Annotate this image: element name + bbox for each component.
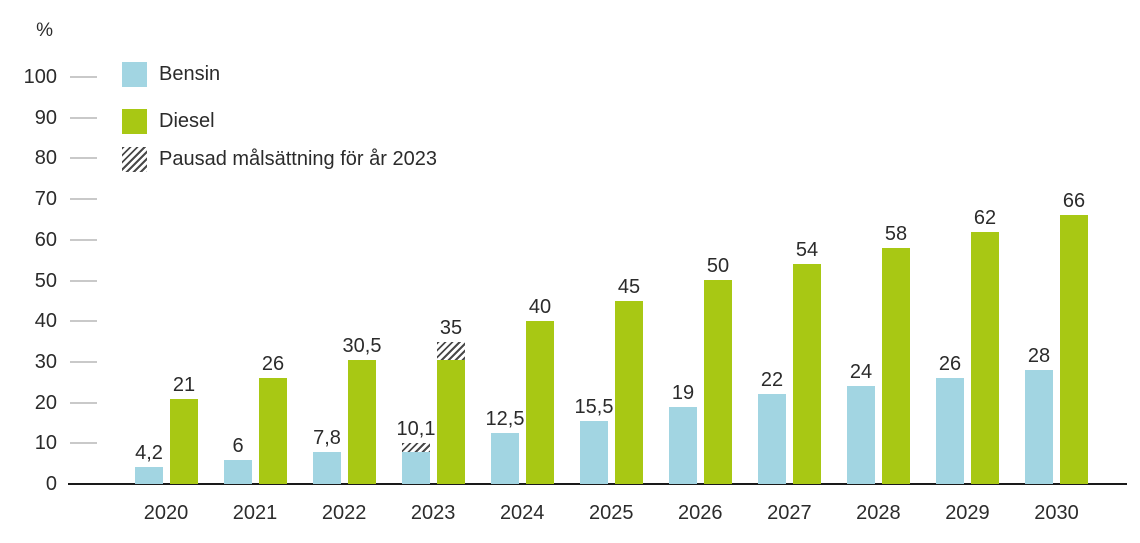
y-tick-label-20: 20 [34,391,57,414]
year-label-2023: 2023 [410,502,456,524]
year-label-2028: 2028 [856,502,901,524]
bensin-value-label-2022: 7,8 [313,427,341,449]
y-tick-dash-60 [70,238,97,241]
diesel-value-label-2024: 40 [528,296,552,318]
y-tick-dash-100 [70,76,97,78]
bensin-value-label-2027: 22 [760,369,784,391]
diesel-value-label-2028: 58 [884,223,908,245]
diesel-bar-2030 [1060,215,1088,484]
y-tick-dash-40 [70,320,97,323]
bensin-bar-2026 [669,407,697,484]
diesel-value-label-2027: 54 [795,239,819,261]
legend-label-bensin: Bensin [159,63,221,85]
year-label-2026: 2026 [678,502,723,524]
y-tick-label-80: 80 [34,147,57,170]
y-tick-label-90: 90 [34,106,57,129]
legend-label-paused-target: Pausad målsättning för år 2023 [159,148,437,170]
diesel-bar-2024 [526,321,554,484]
diesel-value-label-2026: 50 [706,255,730,277]
y-tick-dash-20 [70,401,97,404]
bensin-bar-2021 [224,460,252,484]
x-axis-line [68,483,1127,485]
diesel-value-label-2029: 62 [973,207,997,229]
diesel-bar-2023 [437,360,465,484]
diesel-value-label-2030: 66 [1062,190,1086,212]
bensin-value-label-2028: 24 [849,361,873,383]
diesel-value-label-2020: 21 [172,374,196,396]
year-label-2024: 2024 [499,502,545,524]
bensin-value-label-2029: 26 [938,353,962,375]
hatch-swatch-icon [122,147,147,172]
y-tick-dash-70 [70,198,97,201]
bensin-value-label-2026: 19 [671,382,695,404]
bensin-swatch-icon [122,62,147,87]
paused-target-segment-bensin-2023 [402,443,430,452]
bensin-bar-2023 [402,452,430,484]
y-tick-label-0: 0 [45,473,57,495]
year-label-2025: 2025 [589,502,634,524]
year-label-2027: 2027 [767,502,812,524]
legend-item-paused-target: Pausad målsättning för år 2023 [122,147,437,172]
year-label-2021: 2021 [232,502,278,524]
y-tick-dash-30 [70,360,97,363]
paused-target-segment-diesel-2023 [437,342,465,360]
bensin-value-label-2025: 15,5 [574,396,614,418]
y-tick-dash-10 [70,442,97,445]
diesel-bar-2028 [882,248,910,484]
y-tick-dash-90 [70,116,97,119]
diesel-bar-2020 [170,399,198,484]
bensin-value-label-2021: 6 [232,435,244,457]
bensin-value-label-2030: 28 [1027,345,1051,367]
year-label-2020: 2020 [143,502,189,524]
diesel-value-label-2025: 45 [617,276,641,298]
diesel-bar-2026 [704,280,732,484]
legend-item-diesel: Diesel [122,109,215,134]
bensin-value-label-2020: 4,2 [135,442,163,464]
diesel-bar-2027 [793,264,821,484]
diesel-bar-2021 [259,378,287,484]
bensin-bar-2029 [936,378,964,484]
year-label-2029: 2029 [945,502,990,524]
y-tick-dash-50 [70,279,97,282]
year-label-2030: 2030 [1034,502,1079,524]
legend-item-bensin: Bensin [122,62,220,87]
bensin-bar-2020 [135,467,163,484]
y-tick-label-10: 10 [34,432,57,455]
bensin-bar-2030 [1025,370,1053,484]
y-tick-label-100: 100 [23,66,57,88]
y-tick-label-40: 40 [34,310,57,333]
bensin-bar-2024 [491,433,519,484]
diesel-bar-2029 [971,232,999,484]
bensin-bar-2025 [580,421,608,484]
diesel-bar-2025 [615,301,643,484]
bensin-bar-2022 [313,452,341,484]
y-tick-label-50: 50 [34,269,57,292]
y-tick-dash-80 [70,157,97,160]
diesel-value-label-2021: 26 [261,353,285,375]
diesel-value-label-2022: 30,5 [342,335,382,357]
bensin-value-label-2023: 10,1 [396,418,436,440]
diesel-bar-2022 [348,360,376,484]
bensin-bar-2028 [847,386,875,484]
bensin-value-label-2024: 12,5 [485,408,525,430]
diesel-swatch-icon [122,109,147,134]
bensin-bar-2027 [758,394,786,484]
y-tick-label-70: 70 [34,188,57,211]
y-tick-label-30: 30 [34,350,57,373]
diesel-value-label-2023: 35 [439,317,463,339]
y-axis-unit-label: % [36,20,53,41]
y-tick-label-60: 60 [34,228,57,251]
year-label-2022: 2022 [321,502,367,524]
legend-label-diesel: Diesel [159,110,215,132]
